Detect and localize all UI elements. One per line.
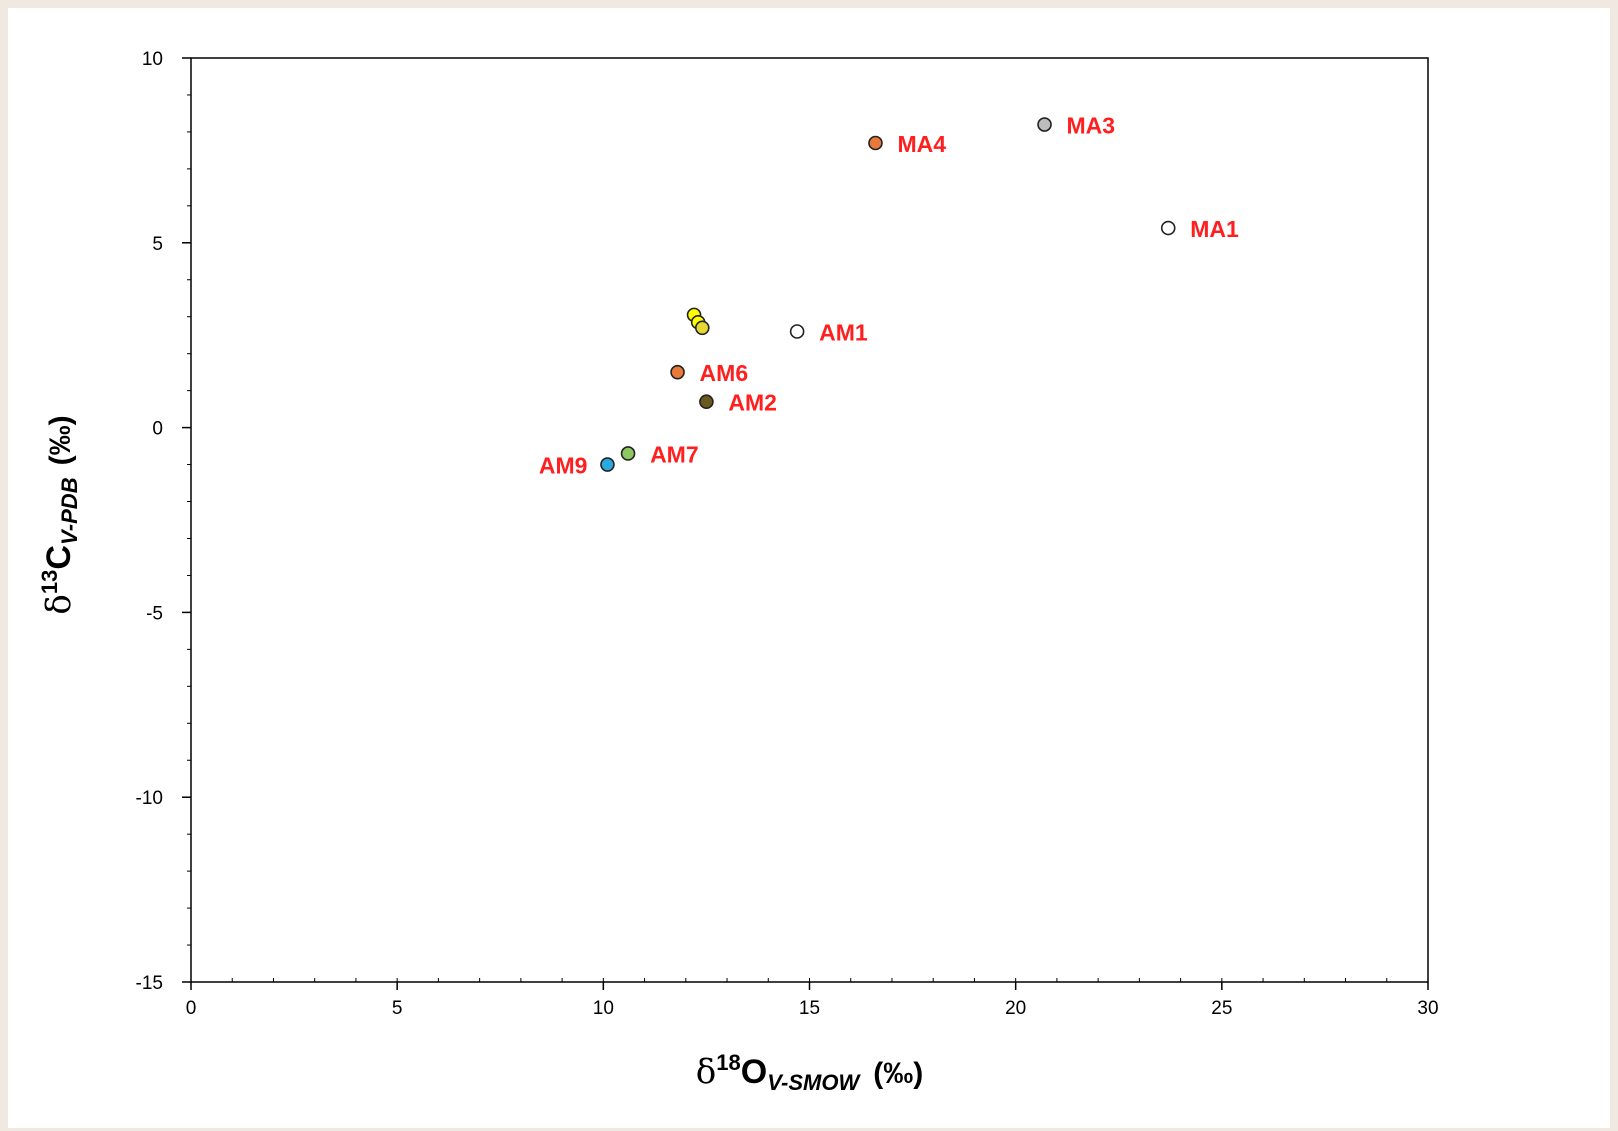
x-axis-title-element: O bbox=[741, 1053, 767, 1091]
data-point bbox=[699, 394, 714, 410]
x-tick-label: 30 bbox=[1417, 998, 1438, 1019]
point-labels: MA3 MA4 MA1 AM1 AM6 AM2 AM7 AM9 bbox=[539, 113, 1239, 479]
y-tick-label: 0 bbox=[152, 419, 163, 440]
y-axis-title: δ13CV-PDB (‰) bbox=[37, 415, 82, 614]
y-axis-title-unit: (‰) bbox=[44, 415, 77, 465]
data-point bbox=[1037, 117, 1052, 132]
point-label: MA3 bbox=[1067, 113, 1116, 139]
y-tick-label: -15 bbox=[136, 973, 163, 994]
point-label: MA1 bbox=[1190, 216, 1239, 242]
data-point bbox=[1160, 220, 1176, 236]
x-axis-title-sup: 18 bbox=[716, 1050, 740, 1075]
y-tick-label: -10 bbox=[136, 788, 163, 809]
y-axis-title-sup: 13 bbox=[37, 570, 62, 594]
point-label: AM6 bbox=[700, 360, 749, 386]
data-point bbox=[694, 320, 710, 336]
point-label: MA4 bbox=[897, 131, 946, 157]
point-label: AM9 bbox=[539, 453, 588, 479]
scatter-chart: 0 5 10 15 20 25 30 10 5 0 -5 -10 -15 MA3 MA4 MA1 AM1 AM6… bbox=[37, 49, 1439, 1095]
chart-card: 0 5 10 15 20 25 30 10 5 0 -5 -10 -15 MA3 MA4 MA1 AM1 AM6… bbox=[8, 8, 1610, 1128]
point-label: AM2 bbox=[728, 390, 777, 416]
data-point bbox=[620, 446, 636, 461]
y-tick-label: 5 bbox=[152, 234, 163, 255]
major-ticks bbox=[182, 57, 1429, 990]
x-tick-label: 5 bbox=[392, 998, 403, 1019]
point-label: AM1 bbox=[819, 320, 868, 346]
x-axis-title-delta: δ bbox=[696, 1052, 716, 1092]
x-tick-label: 10 bbox=[593, 998, 614, 1019]
data-point bbox=[670, 364, 685, 380]
y-axis-title-element: C bbox=[40, 545, 78, 570]
tick-labels: 0 5 10 15 20 25 30 10 5 0 -5 -10 -15 bbox=[136, 49, 1439, 1019]
x-tick-label: 25 bbox=[1211, 998, 1232, 1019]
y-tick-label: 10 bbox=[142, 49, 163, 70]
x-tick-label: 0 bbox=[186, 998, 197, 1019]
x-tick-label: 20 bbox=[1005, 998, 1026, 1019]
y-tick-label: -5 bbox=[146, 603, 163, 624]
x-axis-title-unit: (‰) bbox=[873, 1057, 923, 1090]
x-axis-title-sub: V-SMOW bbox=[767, 1070, 861, 1095]
point-label: AM7 bbox=[650, 441, 699, 467]
data-point bbox=[868, 135, 883, 151]
y-axis-title-sub: V-PDB bbox=[57, 477, 82, 545]
data-points bbox=[600, 117, 1176, 472]
y-axis-title-delta: δ bbox=[39, 594, 79, 614]
data-point bbox=[600, 457, 615, 472]
x-axis-title: δ18OV-SMOW (‰) bbox=[696, 1050, 923, 1095]
plot-area-frame bbox=[190, 57, 1429, 983]
x-tick-label: 15 bbox=[799, 998, 820, 1019]
minor-ticks bbox=[187, 57, 1429, 983]
data-point bbox=[789, 324, 805, 339]
